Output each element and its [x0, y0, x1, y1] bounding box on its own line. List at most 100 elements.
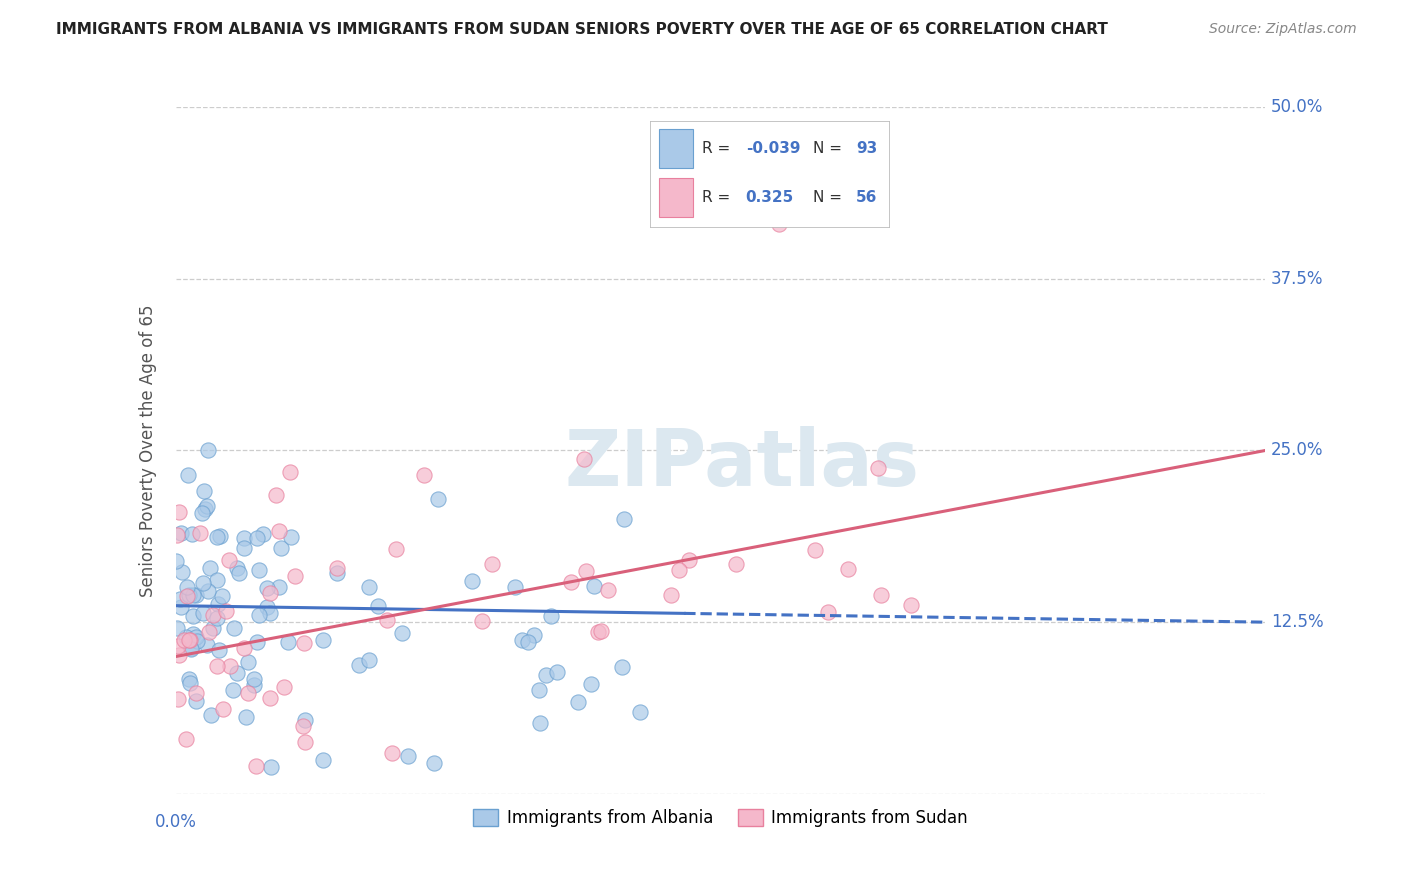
Point	[367, 599, 389, 613]
Point	[205, 611, 228, 625]
Point	[278, 465, 301, 479]
Point	[181, 588, 204, 602]
Point	[179, 632, 201, 647]
Point	[357, 580, 380, 594]
Text: 37.5%: 37.5%	[1271, 269, 1323, 288]
Point	[540, 609, 562, 624]
Point	[269, 524, 291, 538]
Text: 0.0%: 0.0%	[155, 814, 197, 831]
Point	[169, 592, 191, 607]
Point	[179, 673, 201, 687]
Point	[613, 512, 636, 526]
Point	[233, 641, 256, 656]
Point	[294, 735, 316, 749]
Point	[256, 600, 278, 615]
Point	[510, 632, 533, 647]
Point	[198, 625, 221, 640]
Point	[529, 715, 551, 730]
Point	[523, 628, 546, 642]
Point	[167, 648, 190, 663]
Point	[190, 506, 212, 520]
Point	[176, 580, 198, 594]
Point	[270, 541, 292, 556]
Point	[170, 600, 193, 615]
Point	[264, 488, 287, 502]
Point	[167, 692, 190, 706]
Point	[357, 653, 380, 667]
Point	[197, 584, 219, 599]
Point	[233, 531, 256, 545]
Point	[589, 624, 612, 638]
Point	[193, 576, 215, 591]
Legend: Immigrants from Albania, Immigrants from Sudan: Immigrants from Albania, Immigrants from…	[467, 802, 974, 834]
Point	[628, 706, 651, 720]
Point	[471, 614, 494, 628]
Point	[177, 633, 200, 648]
Point	[668, 563, 690, 577]
Point	[259, 586, 281, 600]
Point	[246, 531, 269, 545]
Point	[198, 561, 221, 575]
Point	[273, 680, 295, 694]
Point	[180, 641, 202, 656]
Point	[375, 613, 398, 627]
Y-axis label: Seniors Poverty Over the Age of 65: Seniors Poverty Over the Age of 65	[139, 304, 157, 597]
Point	[219, 659, 242, 673]
Point	[817, 605, 839, 619]
Point	[294, 713, 316, 727]
Point	[218, 552, 240, 566]
Point	[837, 561, 859, 575]
Point	[256, 581, 278, 595]
Point	[200, 708, 222, 723]
Point	[211, 589, 233, 603]
Point	[174, 630, 197, 644]
Point	[259, 690, 281, 705]
Point	[381, 746, 404, 760]
Point	[184, 686, 207, 700]
Point	[208, 643, 231, 657]
Point	[169, 525, 191, 540]
Point	[191, 606, 214, 620]
Point	[900, 598, 922, 612]
Point	[188, 526, 211, 541]
Point	[412, 468, 434, 483]
Point	[173, 632, 195, 647]
Point	[534, 667, 557, 681]
Point	[259, 606, 281, 620]
Point	[529, 683, 551, 698]
Point	[427, 491, 450, 506]
Point	[205, 530, 228, 544]
Point	[267, 580, 290, 594]
Point	[246, 635, 269, 649]
Point	[225, 560, 247, 574]
Point	[384, 542, 406, 557]
Point	[596, 582, 619, 597]
Point	[174, 732, 197, 747]
Point	[572, 452, 595, 467]
Point	[868, 461, 890, 475]
Point	[517, 635, 540, 649]
Point	[181, 608, 204, 623]
Point	[232, 541, 254, 555]
Point	[461, 574, 484, 589]
Point	[207, 598, 229, 612]
Point	[583, 579, 606, 593]
Point	[176, 468, 198, 483]
Point	[170, 565, 193, 579]
Text: IMMIGRANTS FROM ALBANIA VS IMMIGRANTS FROM SUDAN SENIORS POVERTY OVER THE AGE OF: IMMIGRANTS FROM ALBANIA VS IMMIGRANTS FR…	[56, 22, 1108, 37]
Point	[184, 631, 207, 645]
Point	[177, 588, 200, 602]
Point	[349, 657, 371, 672]
Point	[243, 672, 266, 686]
Point	[481, 557, 503, 571]
Point	[228, 566, 250, 580]
Point	[546, 665, 568, 679]
Point	[292, 719, 315, 733]
Point	[280, 530, 302, 544]
Point	[181, 627, 204, 641]
Point	[249, 563, 271, 577]
Text: ZIPatlas: ZIPatlas	[565, 426, 920, 502]
Point	[326, 560, 349, 574]
Point	[260, 759, 283, 773]
Point	[588, 625, 610, 640]
